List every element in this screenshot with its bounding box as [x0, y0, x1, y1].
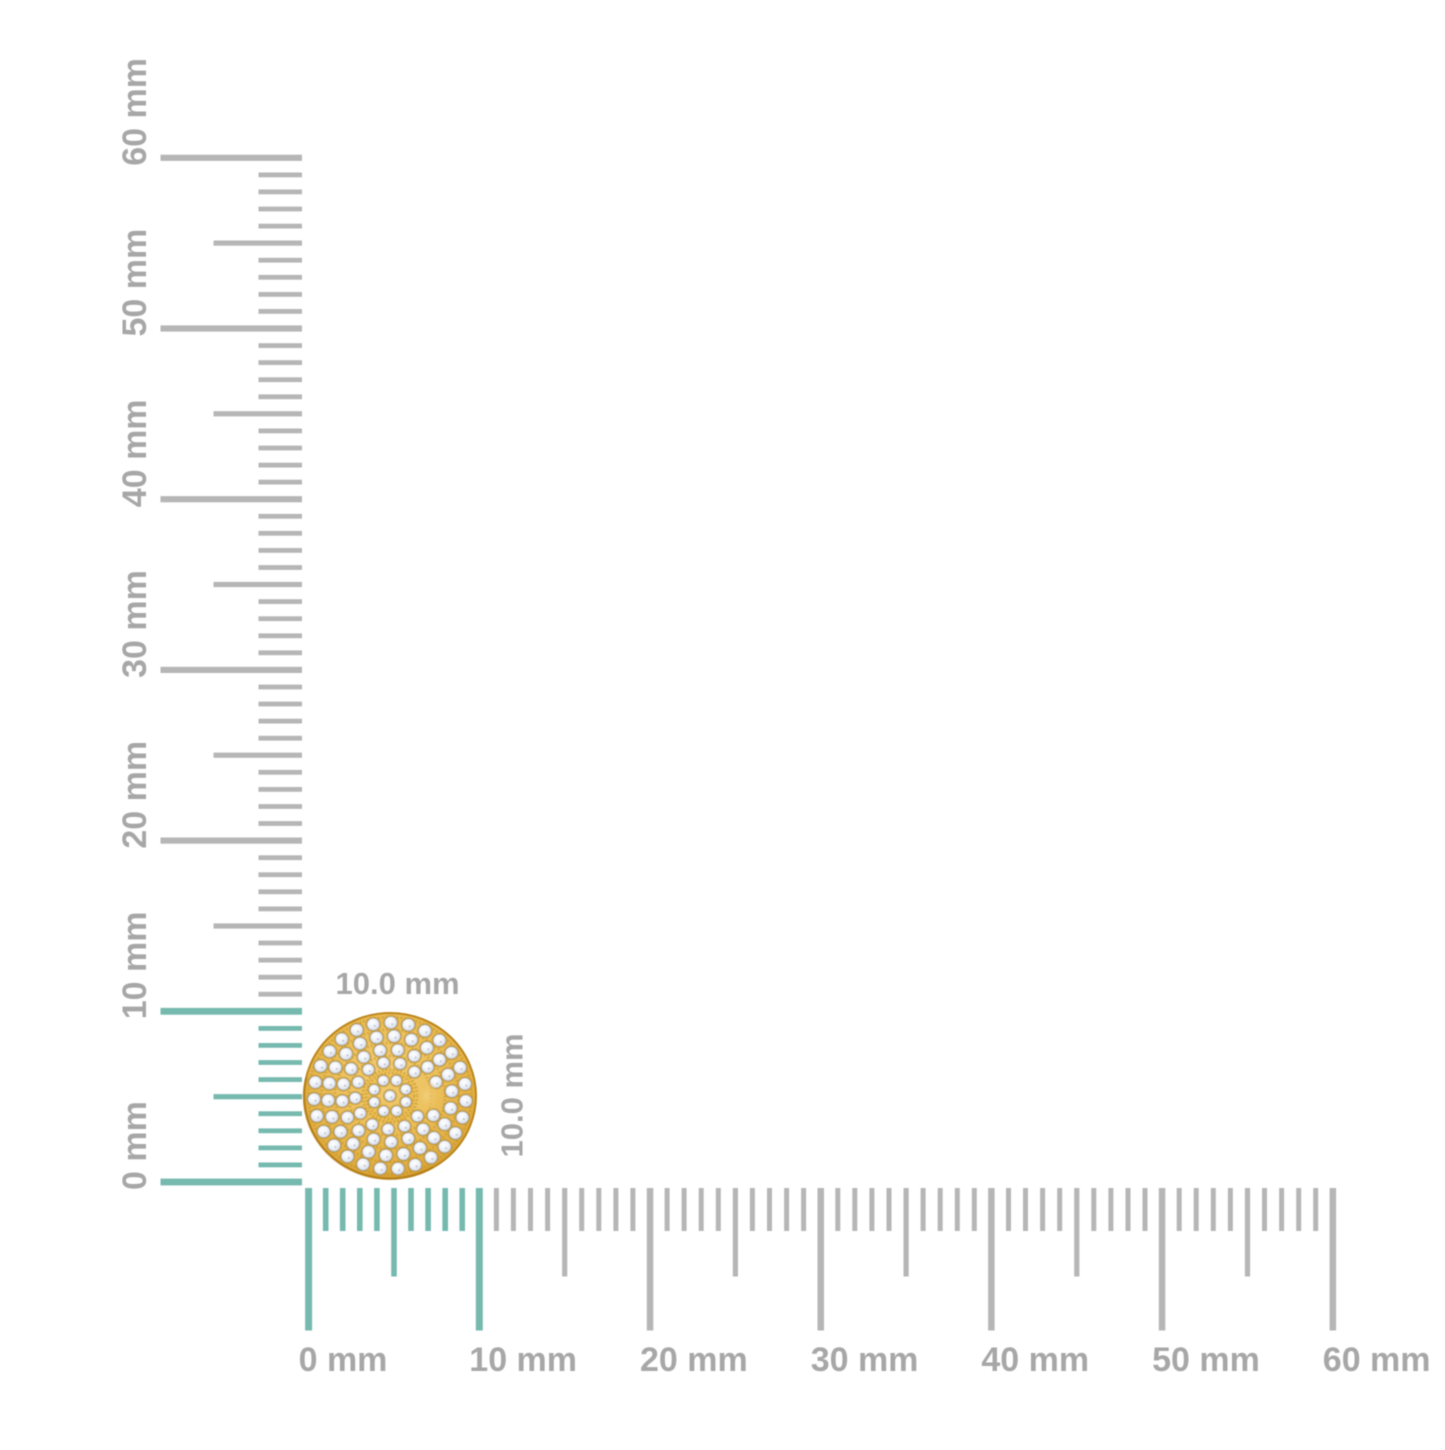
- svg-text:50 mm: 50 mm: [116, 229, 154, 337]
- svg-text:60 mm: 60 mm: [1323, 1341, 1431, 1379]
- svg-text:0 mm: 0 mm: [116, 1101, 154, 1190]
- svg-text:40 mm: 40 mm: [981, 1341, 1089, 1379]
- svg-text:30 mm: 30 mm: [116, 570, 154, 678]
- svg-text:20 mm: 20 mm: [640, 1341, 748, 1379]
- svg-text:10.0 mm: 10.0 mm: [495, 1033, 530, 1157]
- svg-text:0 mm: 0 mm: [299, 1341, 388, 1379]
- svg-text:10 mm: 10 mm: [116, 912, 154, 1020]
- svg-text:50 mm: 50 mm: [1152, 1341, 1260, 1379]
- svg-text:30 mm: 30 mm: [811, 1341, 919, 1379]
- svg-text:10.0 mm: 10.0 mm: [336, 966, 460, 1001]
- svg-text:20 mm: 20 mm: [116, 741, 154, 849]
- svg-text:10 mm: 10 mm: [469, 1341, 577, 1379]
- svg-text:60 mm: 60 mm: [116, 58, 154, 166]
- svg-text:40 mm: 40 mm: [116, 399, 154, 507]
